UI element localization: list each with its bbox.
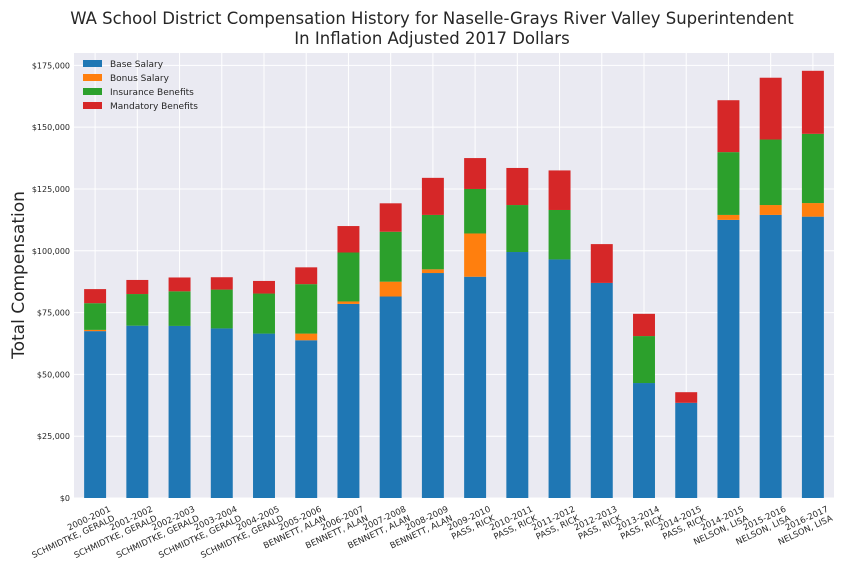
bar-bonus-salary [379,281,402,297]
bar-mandatory-benefits [379,203,402,232]
legend-swatch [83,60,102,67]
y-tick-label: $25,000 [37,432,70,441]
bar-base-salary [421,273,444,498]
bar-base-salary [84,331,107,498]
chart-title-line-2: In Inflation Adjusted 2017 Dollars [294,29,570,48]
y-tick-label: $125,000 [32,185,70,194]
bar-base-salary [675,402,698,498]
bar-bonus-salary [801,203,824,217]
legend-swatch [83,102,102,109]
bar-insurance-benefits [801,133,824,204]
bar-mandatory-benefits [126,279,149,295]
bar-bonus-salary [84,329,107,332]
bar-base-salary [548,259,571,498]
bar-insurance-benefits [464,188,487,234]
bar-mandatory-benefits [337,226,360,253]
bar-base-salary [126,325,149,498]
bar-mandatory-benefits [421,177,444,215]
bar-base-salary [295,340,318,498]
bar-insurance-benefits [379,231,402,282]
bar-base-salary [759,214,782,499]
bar-mandatory-benefits [464,158,487,189]
y-axis-label: Total Compensation [9,191,29,360]
legend-label: Bonus Salary [110,74,170,84]
bar-insurance-benefits [548,209,571,260]
bar-mandatory-benefits [506,167,529,206]
y-tick-label: $100,000 [32,247,70,256]
bar-insurance-benefits [717,152,740,215]
bar-base-salary [337,303,360,498]
y-tick-label: $175,000 [32,61,70,70]
bar-base-salary [464,276,487,498]
bar-mandatory-benefits [590,244,613,283]
y-tick-label: $150,000 [32,123,70,132]
bar-mandatory-benefits [168,277,191,292]
bar-mandatory-benefits [633,313,655,337]
bar-bonus-salary [337,301,360,304]
bar-insurance-benefits [759,139,782,206]
bar-insurance-benefits [337,252,360,302]
bar-base-salary [717,219,740,498]
legend-label: Insurance Benefits [110,88,194,98]
bar-insurance-benefits [253,293,275,334]
bar-insurance-benefits [421,214,444,270]
chart-title-line-1: WA School District Compensation History … [70,9,794,28]
bar-bonus-salary [421,269,444,274]
chart-title: WA School District Compensation History … [0,9,864,49]
legend-label: Mandatory Benefits [110,102,198,112]
y-tick-label: $0 [60,494,70,503]
bar-mandatory-benefits [717,100,740,153]
bar-base-salary [801,216,824,498]
bar-insurance-benefits [168,291,191,326]
bar-mandatory-benefits [548,170,571,210]
bar-insurance-benefits [84,303,107,330]
bar-mandatory-benefits [253,280,275,294]
bar-mandatory-benefits [84,289,107,304]
legend-swatch [83,74,102,81]
legend-label: Base Salary [110,60,164,70]
bar-bonus-salary [759,205,782,215]
bar-mandatory-benefits [295,267,318,285]
bar-insurance-benefits [126,294,149,326]
bar-mandatory-benefits [675,392,698,403]
bar-mandatory-benefits [801,70,824,134]
bar-bonus-salary [717,214,740,220]
bar-insurance-benefits [295,284,318,334]
bar-base-salary [253,333,275,498]
bar-mandatory-benefits [210,277,233,290]
y-tick-label: $75,000 [37,309,70,318]
bar-insurance-benefits [210,289,233,329]
bar-insurance-benefits [506,205,529,253]
legend: Base Salary Bonus Salary Insurance Benefit… [83,60,198,112]
bar-bonus-salary [464,233,487,277]
bars [84,70,824,499]
bar-base-salary [506,252,529,498]
bar-base-salary [590,282,613,498]
bar-base-salary [168,325,191,498]
bar-base-salary [379,296,402,498]
y-tick-label: $50,000 [37,370,70,379]
bar-base-salary [210,328,233,498]
bar-insurance-benefits [633,336,655,384]
bar-mandatory-benefits [759,77,782,140]
y-axis-ticks: $0 $25,000 $50,000 $75,000 $100,000 $125,000 $… [32,61,70,503]
bar-bonus-salary [295,333,318,341]
legend-swatch [83,88,102,95]
bar-base-salary [633,383,655,498]
